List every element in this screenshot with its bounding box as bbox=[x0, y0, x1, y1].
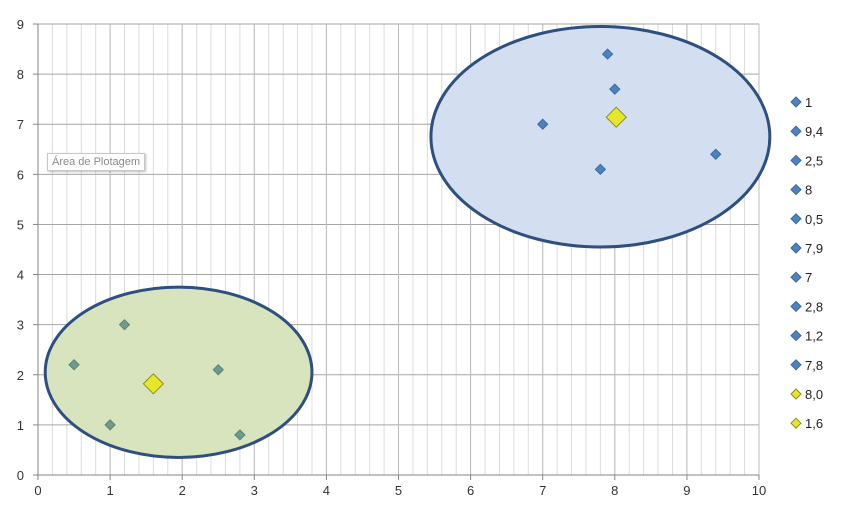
legend-marker bbox=[790, 329, 802, 342]
data-point bbox=[605, 106, 627, 128]
legend-label: 8,0 bbox=[805, 387, 823, 402]
legend-label: 1 bbox=[805, 95, 812, 110]
data-point bbox=[142, 373, 165, 395]
legend-marker bbox=[790, 125, 802, 137]
y-tick-label: 2 bbox=[17, 368, 24, 383]
legend-label: 1,2 bbox=[805, 329, 823, 344]
plot-area-tooltip: Área de Plotagem bbox=[47, 153, 146, 171]
legend-label: 0,5 bbox=[805, 212, 823, 227]
cluster-ellipse bbox=[43, 285, 314, 459]
axes: 0 1 2 3 4 5 6 7 8 9 10 0 1 2 3 4 5 6 7 8 9 bbox=[17, 17, 766, 498]
data-point bbox=[710, 148, 722, 160]
x-tick-label: 0 bbox=[34, 483, 41, 498]
x-tick-label: 9 bbox=[683, 483, 690, 498]
legend-label: 7,8 bbox=[805, 358, 823, 373]
y-tick-label: 7 bbox=[17, 117, 24, 132]
legend-marker bbox=[790, 154, 802, 167]
x-tick-label: 2 bbox=[179, 483, 186, 498]
data-point bbox=[536, 118, 549, 130]
y-tick-label: 3 bbox=[17, 318, 24, 333]
data-point bbox=[594, 163, 607, 176]
legend-marker bbox=[790, 417, 802, 429]
legend-marker bbox=[790, 271, 802, 283]
x-tick-label: 8 bbox=[611, 483, 618, 498]
legend-marker bbox=[790, 359, 802, 371]
data-points bbox=[68, 48, 722, 441]
x-tick-label: 7 bbox=[539, 483, 546, 498]
legend-marker bbox=[790, 242, 802, 254]
data-point bbox=[234, 429, 246, 441]
legend-marker bbox=[790, 183, 802, 196]
y-tick-label: 1 bbox=[17, 418, 24, 433]
data-point bbox=[212, 364, 224, 376]
data-point bbox=[118, 318, 131, 331]
data-point bbox=[68, 359, 80, 371]
legend-label: 8 bbox=[805, 183, 812, 198]
x-tick-label: 1 bbox=[106, 483, 113, 498]
y-tick-label: 5 bbox=[17, 217, 24, 232]
legend-marker bbox=[790, 388, 802, 400]
legend-marker bbox=[790, 96, 802, 108]
legend-label: 2,5 bbox=[805, 153, 823, 168]
legend-label: 1,6 bbox=[805, 416, 823, 431]
x-tick-label: 3 bbox=[251, 483, 258, 498]
legend-label: 9,4 bbox=[805, 124, 823, 139]
x-tick-label: 5 bbox=[395, 483, 402, 498]
data-point bbox=[609, 83, 621, 95]
cluster-ellipse bbox=[429, 25, 772, 249]
y-tick-label: 0 bbox=[17, 468, 24, 483]
legend-label: 7 bbox=[805, 270, 812, 285]
y-tick-label: 6 bbox=[17, 167, 24, 182]
legend-marker bbox=[790, 300, 802, 313]
x-tick-label: 4 bbox=[323, 483, 330, 498]
legend-marker bbox=[790, 213, 802, 225]
y-tick-label: 8 bbox=[17, 67, 24, 82]
y-tick-label: 4 bbox=[17, 268, 24, 283]
data-point bbox=[104, 419, 116, 431]
legend: 1 9,4 2,5 8 0,5 7,9 7 2,8 1,2 7,8 8,0 1,6 bbox=[790, 95, 823, 431]
x-tick-label: 10 bbox=[752, 483, 766, 498]
y-tick-label: 9 bbox=[17, 17, 24, 32]
legend-label: 2,8 bbox=[805, 299, 823, 314]
legend-label: 7,9 bbox=[805, 241, 823, 256]
cluster-ellipses bbox=[43, 25, 772, 459]
x-tick-label: 6 bbox=[467, 483, 474, 498]
data-point bbox=[601, 48, 614, 60]
